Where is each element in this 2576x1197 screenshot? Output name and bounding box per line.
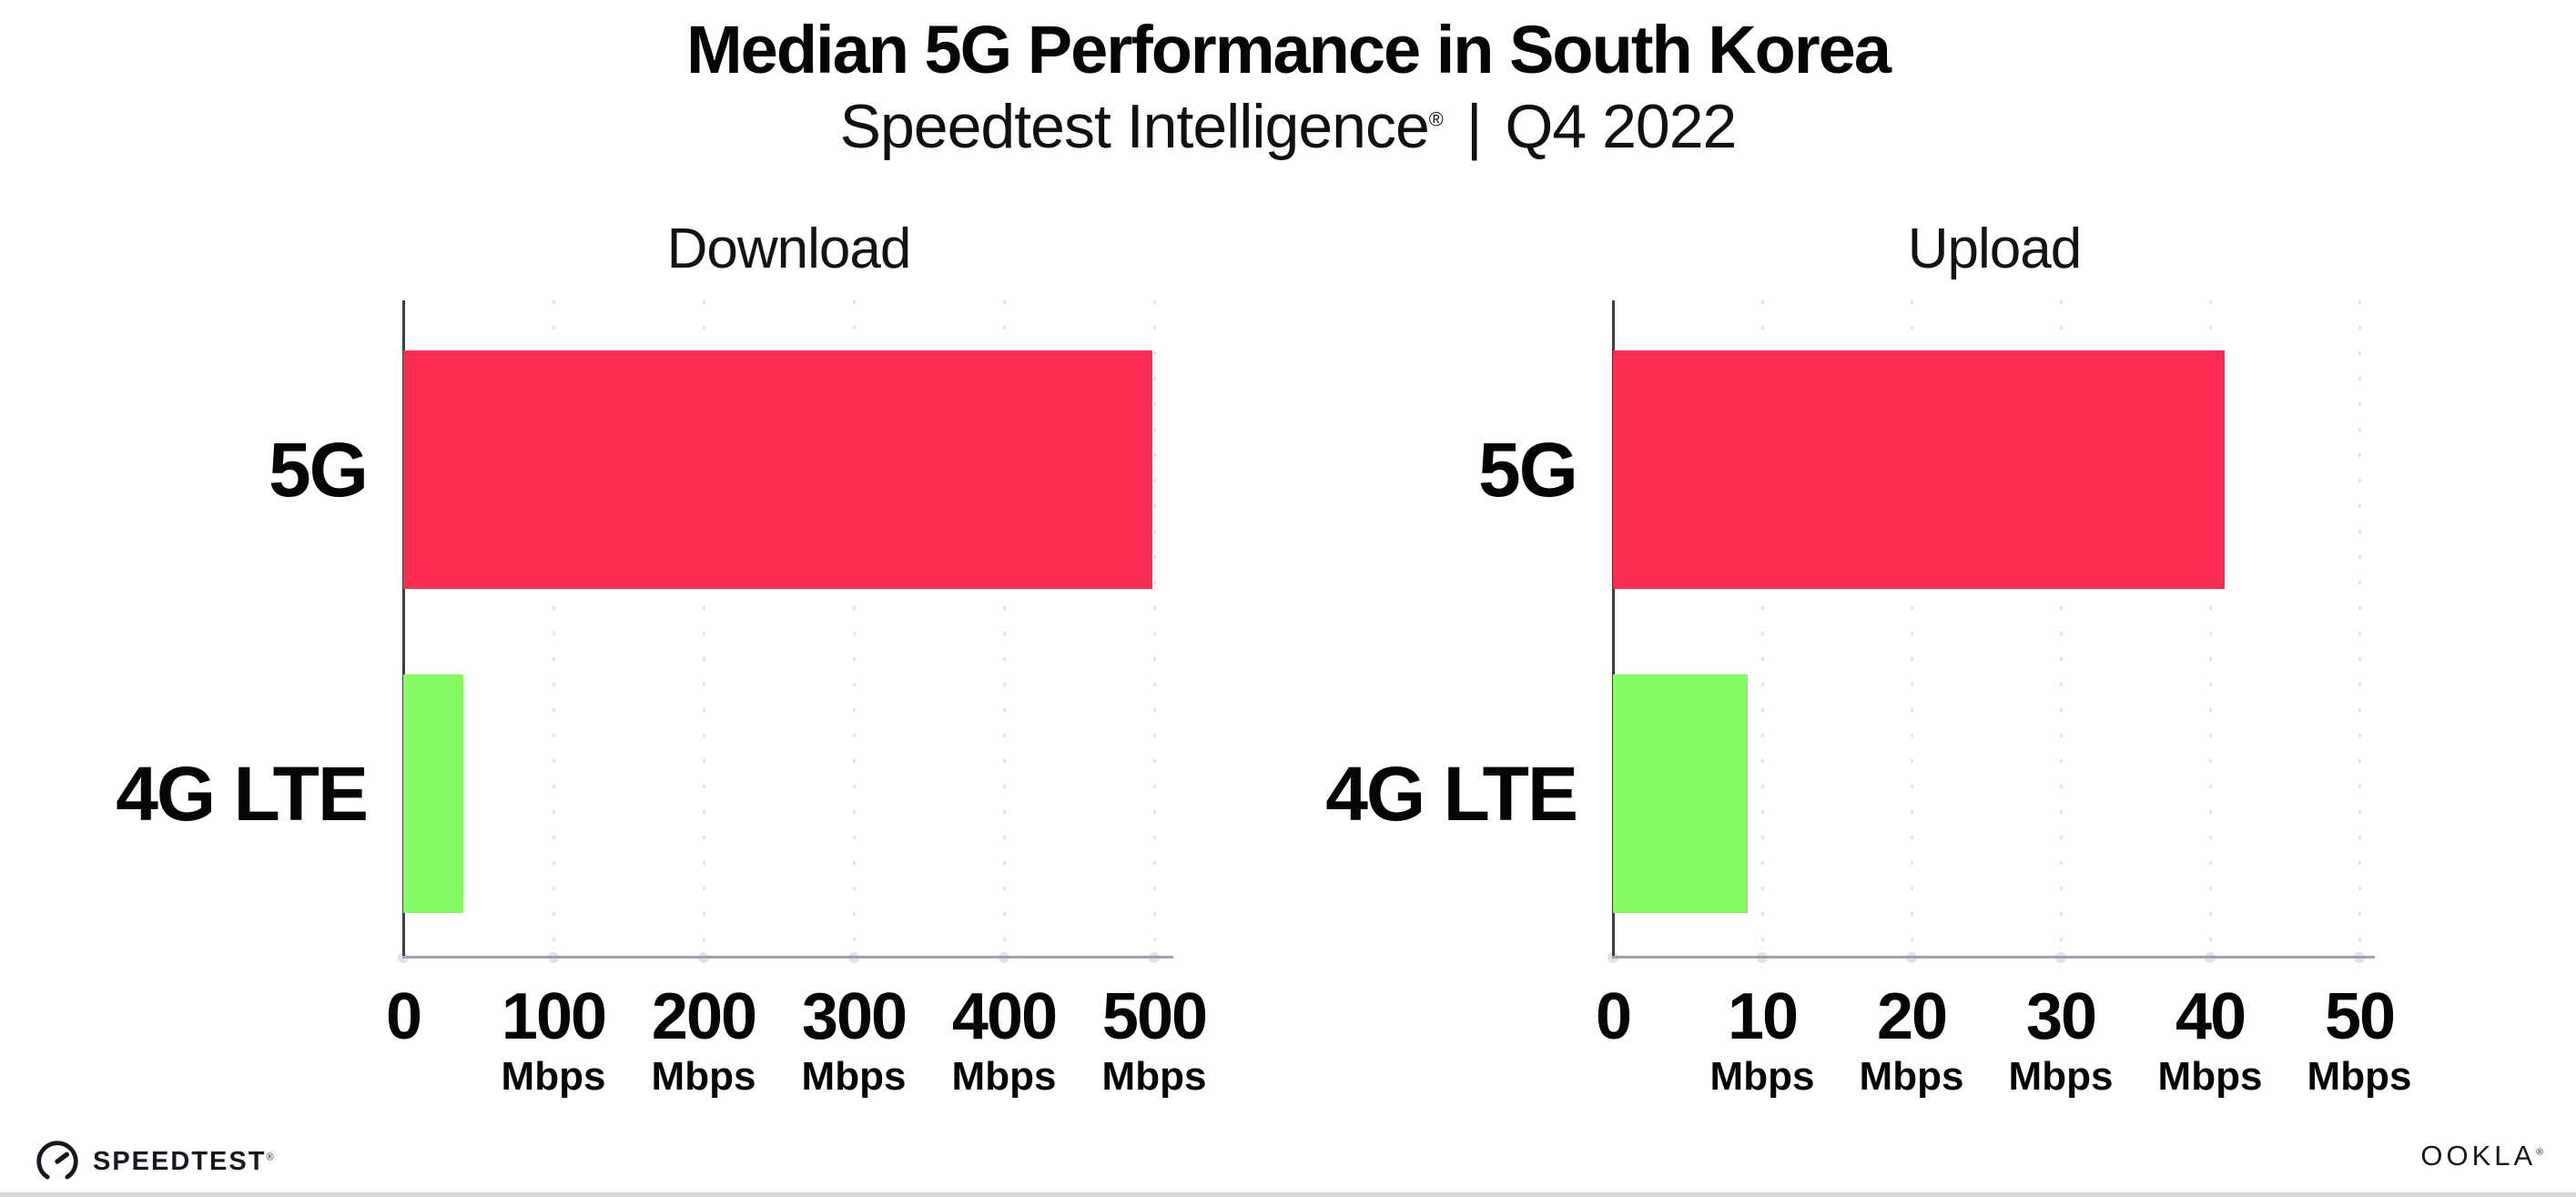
speedtest-gauge-icon	[36, 1141, 78, 1180]
x-tick-unit: Mbps	[651, 1054, 756, 1099]
x-tick-value: 400	[951, 980, 1058, 1053]
gridline-20	[1910, 300, 1913, 957]
bar-4g-lte-download	[403, 675, 463, 913]
x-tick-value: 0	[1595, 980, 1632, 1053]
subtitle-period: Q4 2022	[1505, 92, 1737, 161]
gridline-100	[552, 300, 555, 957]
x-tick-20: 20 Mbps	[1766, 984, 2057, 1097]
gridline-300	[852, 300, 856, 957]
x-tick-value: 200	[651, 980, 757, 1053]
speedtest-logo: SPEEDTEST®	[33, 1134, 276, 1189]
chart-title-upload: Upload	[1907, 218, 2082, 280]
x-tick-0: 0	[258, 984, 549, 1050]
x-tick-value: 20	[1876, 980, 1948, 1053]
ookla-logo-text: OOKLA®	[2420, 1140, 2547, 1172]
registered-mark-icon: ®	[1428, 107, 1444, 131]
x-tick-unit: Mbps	[2307, 1054, 2412, 1099]
x-tick-unit: Mbps	[2157, 1054, 2263, 1099]
x-tick-value: 40	[2175, 980, 2246, 1053]
category-label-5g: 5G	[1477, 427, 1578, 512]
x-tick-30: 30 Mbps	[1915, 984, 2206, 1097]
x-tick-40: 40 Mbps	[2064, 984, 2356, 1097]
ookla-wordmark: OOKLA	[2420, 1140, 2537, 1172]
gridline-500	[1152, 300, 1156, 957]
x-axis	[1612, 956, 2375, 959]
gridline-50	[2358, 300, 2361, 957]
x-tick-unit: Mbps	[1709, 1054, 1815, 1099]
x-tick-300: 300 Mbps	[708, 984, 999, 1097]
x-tick-200: 200 Mbps	[558, 984, 849, 1097]
page-subtitle: Speedtest Intelligence® | Q4 2022	[0, 91, 2576, 162]
x-tick-unit: Mbps	[501, 1054, 606, 1099]
gridline-10	[1760, 300, 1764, 957]
category-label-4g-lte: 4G LTE	[1325, 751, 1578, 837]
x-tick-unit: Mbps	[951, 1054, 1057, 1099]
gridline-200	[702, 300, 705, 957]
subtitle-brand: Speedtest Intelligence	[839, 92, 1430, 161]
y-axis	[402, 300, 405, 957]
x-axis	[402, 956, 1173, 959]
registered-mark-icon: ®	[266, 1151, 276, 1162]
page-title: Median 5G Performance in South Korea	[686, 12, 1891, 87]
x-tick-value: 10	[1727, 980, 1799, 1053]
ookla-logo: OOKLA®	[2420, 1138, 2547, 1174]
x-tick-value: 50	[2324, 980, 2396, 1053]
x-tick-value: 300	[801, 980, 908, 1053]
x-tick-value: 100	[501, 980, 607, 1053]
x-tick-0: 0	[1467, 984, 1759, 1050]
x-tick-unit: Mbps	[1859, 1054, 1964, 1099]
speedtest-wordmark: SPEEDTEST	[93, 1146, 267, 1176]
gridline-30	[2059, 300, 2063, 957]
y-axis	[1612, 300, 1615, 957]
bar-5g-download	[403, 350, 1153, 589]
x-tick-400: 400 Mbps	[858, 984, 1150, 1097]
x-tick-unit: Mbps	[1101, 1054, 1207, 1099]
x-tick-500: 500 Mbps	[1009, 984, 1300, 1097]
gridline-40	[2208, 300, 2212, 957]
bar-5g-upload	[1613, 350, 2226, 589]
bar-4g-lte-upload	[1613, 675, 1748, 913]
x-tick-value: 30	[2025, 980, 2097, 1053]
x-tick-10: 10 Mbps	[1617, 984, 1908, 1097]
subtitle-divider: |	[1465, 92, 1483, 161]
registered-mark-icon: ®	[2536, 1146, 2547, 1158]
bottom-border	[0, 1192, 2576, 1197]
category-label-4g-lte: 4G LTE	[116, 751, 369, 837]
gridline-400	[1002, 300, 1006, 957]
x-tick-value: 0	[385, 980, 422, 1053]
x-tick-50: 50 Mbps	[2214, 984, 2505, 1097]
speedtest-logo-text: SPEEDTEST®	[93, 1147, 276, 1177]
x-tick-unit: Mbps	[2008, 1054, 2114, 1099]
chart-title-download: Download	[666, 218, 912, 280]
x-tick-value: 500	[1101, 980, 1208, 1053]
x-tick-100: 100 Mbps	[408, 984, 699, 1097]
x-tick-unit: Mbps	[801, 1054, 907, 1099]
category-label-5g: 5G	[268, 427, 369, 512]
